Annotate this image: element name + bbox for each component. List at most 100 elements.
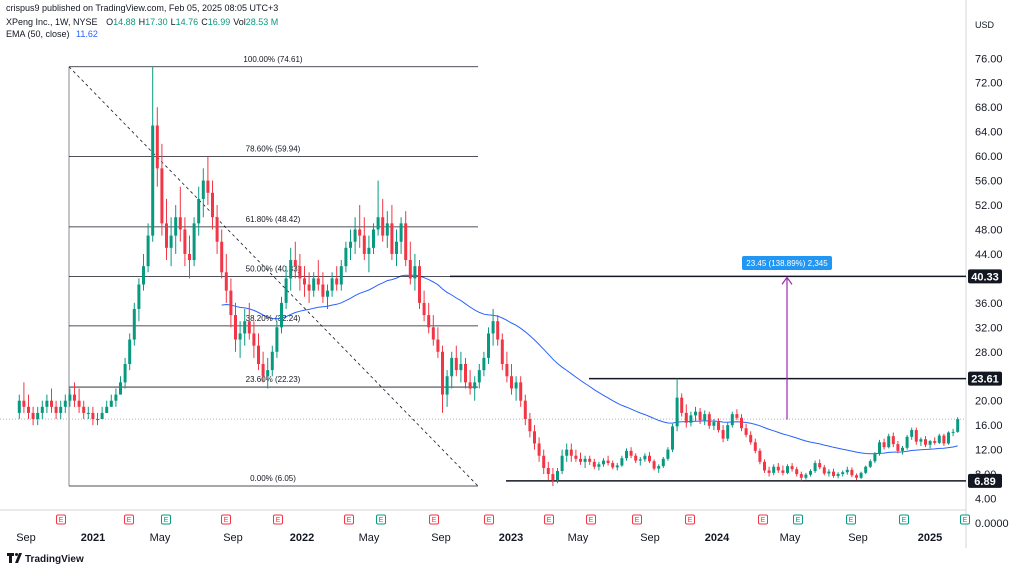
candle-body xyxy=(17,400,21,413)
candle-body xyxy=(142,266,145,285)
candle xyxy=(735,409,739,421)
candle-body xyxy=(339,266,343,285)
candle-body xyxy=(841,472,845,475)
candle xyxy=(882,438,886,450)
event-marker[interactable]: E xyxy=(586,514,596,525)
candle xyxy=(211,180,214,230)
candle-body xyxy=(155,125,159,169)
candle xyxy=(422,290,426,322)
event-marker[interactable]: E xyxy=(344,514,354,525)
candle-body xyxy=(528,419,532,432)
event-marker[interactable]: E xyxy=(56,514,66,525)
candle xyxy=(855,473,858,481)
candle xyxy=(786,464,789,475)
event-marker[interactable]: E xyxy=(632,514,642,525)
candle xyxy=(468,370,472,395)
candle xyxy=(859,471,863,479)
candle-body xyxy=(151,125,155,236)
candle xyxy=(289,247,293,291)
candle-body xyxy=(123,364,127,383)
event-marker-label: E xyxy=(688,517,693,524)
candle-body xyxy=(197,198,201,224)
event-marker-label: E xyxy=(963,517,968,524)
x-tick-label: May xyxy=(780,532,801,544)
candle xyxy=(868,459,872,468)
candle xyxy=(928,439,932,449)
candle-body xyxy=(330,278,334,291)
candle xyxy=(795,466,799,477)
candle xyxy=(730,411,734,428)
candle xyxy=(579,452,582,465)
event-marker[interactable]: E xyxy=(899,514,909,525)
candle-body xyxy=(220,241,224,273)
candle-body xyxy=(625,450,628,459)
candle-body xyxy=(487,333,490,358)
candle-body xyxy=(174,217,178,236)
candle xyxy=(537,437,541,462)
x-tick-label: 2023 xyxy=(499,532,523,544)
event-marker-label: E xyxy=(127,517,132,524)
event-marker-label: E xyxy=(547,517,552,524)
candle-body xyxy=(280,302,283,328)
candle xyxy=(399,217,403,254)
candle-body xyxy=(137,284,141,309)
event-marker[interactable]: E xyxy=(846,514,856,525)
candle-body xyxy=(82,406,86,413)
event-marker[interactable]: E xyxy=(376,514,386,525)
candle xyxy=(804,472,808,480)
candle-body xyxy=(454,357,458,371)
candle-body xyxy=(293,260,297,267)
candle-body xyxy=(707,414,711,426)
candle-body xyxy=(933,441,937,443)
candle xyxy=(753,438,757,454)
y-tick-label: 28.00 xyxy=(975,347,1003,359)
event-marker[interactable]: E xyxy=(544,514,554,525)
fib-level-label: 78.60% (59.94) xyxy=(246,144,301,153)
event-marker-label: E xyxy=(635,517,640,524)
candle-body xyxy=(335,278,339,285)
event-marker[interactable]: E xyxy=(685,514,695,525)
event-marker[interactable]: E xyxy=(161,514,171,525)
candle-body xyxy=(321,284,325,297)
event-marker[interactable]: E xyxy=(960,514,970,525)
event-marker[interactable]: E xyxy=(793,514,803,525)
candle-body xyxy=(804,474,808,478)
candle xyxy=(178,186,182,242)
candle-body xyxy=(395,241,398,254)
candle xyxy=(790,463,794,472)
candle-body xyxy=(726,425,730,439)
event-marker-box xyxy=(56,514,66,525)
event-marker-label: E xyxy=(379,517,384,524)
candle xyxy=(845,466,849,475)
candle-body xyxy=(790,466,794,470)
candle-body xyxy=(910,430,914,437)
event-marker[interactable]: E xyxy=(124,514,134,525)
event-marker[interactable]: E xyxy=(429,514,439,525)
ema-value: 11.62 xyxy=(76,29,98,39)
candle xyxy=(261,351,265,383)
event-marker[interactable]: E xyxy=(758,514,768,525)
event-marker[interactable]: E xyxy=(484,514,494,525)
y-tick-label: 76.00 xyxy=(975,53,1003,65)
candle xyxy=(671,423,674,453)
tradingview-logo-icon xyxy=(7,553,22,563)
candle xyxy=(82,400,86,420)
candle xyxy=(280,296,283,334)
event-marker[interactable]: E xyxy=(221,514,231,525)
event-marker-box xyxy=(344,514,354,525)
candle xyxy=(625,448,628,461)
candle xyxy=(431,315,435,346)
candle-body xyxy=(753,442,757,451)
candle xyxy=(652,459,656,471)
candle xyxy=(500,333,504,371)
fib-level-label: 0.00% (6.05) xyxy=(250,474,296,483)
candle-body xyxy=(234,315,237,340)
candle-body xyxy=(648,455,651,462)
candle xyxy=(726,422,730,442)
event-marker-label: E xyxy=(432,517,437,524)
candle xyxy=(174,205,178,254)
event-marker-box xyxy=(484,514,494,525)
x-tick-label: May xyxy=(568,532,589,544)
event-marker[interactable]: E xyxy=(273,514,283,525)
event-marker-box xyxy=(960,514,970,525)
